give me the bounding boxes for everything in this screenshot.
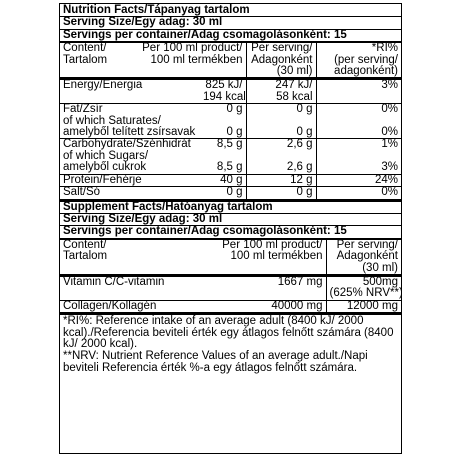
- protein-label: Protein/Fehérje: [63, 173, 142, 186]
- nutrition-carb-table: Carbohydrate/Szénhidrát 8,5 g 2,6 g 1% o…: [60, 138, 401, 174]
- supplement-servings-per-container: Servings per container/Adag csomagoláson…: [63, 225, 347, 238]
- carbohydrate-row: Carbohydrate/Szénhidrát 8,5 g 2,6 g 1%: [60, 138, 401, 151]
- supplement-header-row: Content/ Tartalom Per 100 ml product/ 10…: [60, 238, 401, 274]
- saturates-label: of which Saturates/: [63, 114, 161, 127]
- nutrition-header-row: Content/ Tartalom Per 100 ml product/ 10…: [60, 42, 401, 78]
- nutrition-title: Nutrition Facts/Tápanyag tartalom: [63, 4, 250, 16]
- fat-label: Fat/Zsír: [63, 103, 103, 116]
- protein-row: Protein/Fehérje 40 g 12 g 24%: [60, 173, 401, 187]
- supp-header-per-serving-hu: Adagonként: [336, 250, 398, 263]
- sugars-serving: 2,6 g: [286, 161, 313, 174]
- fat-per100: 0 g: [226, 103, 243, 116]
- vitamin-c-nrv: (625% NRV**): [329, 287, 402, 300]
- fat-row: Fat/Zsír 0 g 0 g 0%: [60, 103, 401, 116]
- nutrition-salt-table: Salt/Só 0 g 0 g 0%: [60, 186, 401, 199]
- energy-per100-kj: 825 kJ/: [205, 79, 243, 92]
- saturates-per100: 0 g: [226, 126, 243, 139]
- sugars-ri: 3%: [381, 161, 398, 174]
- sugars-per100: 8,5 g: [216, 161, 243, 174]
- protein-ri: 24%: [315, 174, 401, 187]
- energy-serving-kj: 247 kJ/: [275, 79, 313, 92]
- protein-serving: 12 g: [245, 174, 316, 187]
- supp-header-content-hu: Tartalom: [63, 250, 108, 263]
- vitamin-c-per100: 1667 mg: [277, 275, 323, 288]
- sugars-row: of which Sugars/ amelyből cukrok 8,5 g 2…: [60, 149, 401, 174]
- energy-label: Energy/Energia: [63, 79, 143, 92]
- carbohydrate-serving: 2,6 g: [245, 139, 316, 151]
- saturates-ri: 0%: [381, 126, 398, 139]
- header-per100-hu: 100 ml termékben: [150, 53, 243, 66]
- header-ri-per-serving-hu: adagonként): [334, 65, 398, 78]
- header-ri-per-serving: (per serving/: [334, 53, 398, 66]
- carbohydrate-label: Carbohydrate/Szénhidrát: [63, 138, 191, 151]
- salt-label: Salt/Só: [63, 186, 101, 199]
- supplement-title: Supplement Facts/Hatóanyag tartalom: [63, 200, 273, 213]
- vitamin-c-label: Vitamin C/C-vitamin: [63, 275, 165, 288]
- sugars-label-hu: amelyből cukrok: [63, 161, 147, 174]
- collagen-per100: 40000 mg: [271, 299, 323, 312]
- energy-serving-kcal: 58 kcal: [276, 90, 313, 103]
- footnote-nrv: **NRV: Nutrient Reference Values of an a…: [63, 350, 368, 374]
- nutrition-protein-table: Protein/Fehérje 40 g 12 g 24%: [60, 173, 401, 187]
- collagen-serving: 12000 mg: [325, 300, 401, 313]
- supplement-vitamin-table: Vitamin C/C-vitamin 1667 mg 500mg (625% …: [60, 275, 402, 300]
- header-content-hu: Tartalom: [63, 53, 108, 66]
- fat-ri: 0%: [315, 103, 401, 116]
- vitamin-c-row: Vitamin C/C-vitamin 1667 mg 500mg (625% …: [60, 275, 402, 300]
- supp-header-per100: Per 100 ml product/: [222, 238, 323, 251]
- saturates-serving: 0 g: [296, 126, 313, 139]
- supplement-serving-size: Serving Size/Egy adag: 30 ml: [63, 212, 223, 225]
- nutrition-energy-table: Energy/Energia 825 kJ/ 194 kcal 247 kJ/ …: [60, 79, 401, 104]
- supp-header-content: Content/: [63, 238, 107, 251]
- saturates-label-hu: amelyből telített zsírsavak: [63, 126, 196, 139]
- supplement-collagen-table: Collagen/Kollagén 40000 mg 12000 mg: [60, 299, 401, 313]
- protein-per100: 40 g: [220, 173, 243, 186]
- energy-row: Energy/Energia 825 kJ/ 194 kcal 247 kJ/ …: [60, 79, 401, 104]
- header-per-serving: Per serving/: [251, 42, 313, 55]
- header-per100: Per 100 ml product/: [142, 42, 243, 55]
- carbohydrate-ri: 1%: [315, 139, 401, 151]
- salt-ri: 0%: [315, 186, 401, 199]
- carbohydrate-per100: 8,5 g: [216, 138, 243, 151]
- header-serving-volume: (30 ml): [276, 65, 313, 78]
- collagen-label: Collagen/Kollagén: [63, 299, 157, 312]
- saturates-row: of which Saturates/ amelyből telített zs…: [60, 114, 401, 139]
- salt-row: Salt/Só 0 g 0 g 0%: [60, 186, 401, 199]
- nutrition-table: Content/ Tartalom Per 100 ml product/ 10…: [60, 42, 401, 78]
- nutrition-fat-table: Fat/Zsír 0 g 0 g 0% of which Saturates/ …: [60, 103, 401, 139]
- sugars-label: of which Sugars/: [63, 149, 149, 162]
- salt-serving: 0 g: [245, 186, 316, 199]
- header-ri: *RI%: [371, 42, 398, 55]
- supplement-table: Content/ Tartalom Per 100 ml product/ 10…: [60, 238, 401, 274]
- supp-header-per-serving: Per serving/: [336, 238, 398, 251]
- salt-per100: 0 g: [226, 186, 243, 199]
- nutrition-servings-per-container: Servings per container/Adag csomagoláson…: [63, 28, 347, 41]
- supp-header-serving-volume: (30 ml): [362, 261, 398, 274]
- collagen-row: Collagen/Kollagén 40000 mg 12000 mg: [60, 299, 401, 313]
- nutrition-serving-size: Serving Size/Egy adag: 30 ml: [63, 16, 223, 29]
- vitamin-c-serving: 500mg: [362, 275, 398, 288]
- energy-ri: 3%: [315, 80, 401, 104]
- fat-serving: 0 g: [245, 103, 316, 116]
- footnote-ri: *RI%: Reference intake of an average adu…: [63, 315, 394, 350]
- nutrition-label: Nutrition Facts/Tápanyag tartalom Servin…: [59, 3, 402, 454]
- header-per-serving-hu: Adagonként: [251, 53, 313, 66]
- supp-header-per100-hu: 100 ml termékben: [230, 250, 323, 263]
- energy-per100-kcal: 194 kcal: [203, 90, 246, 103]
- header-content: Content/: [63, 42, 107, 55]
